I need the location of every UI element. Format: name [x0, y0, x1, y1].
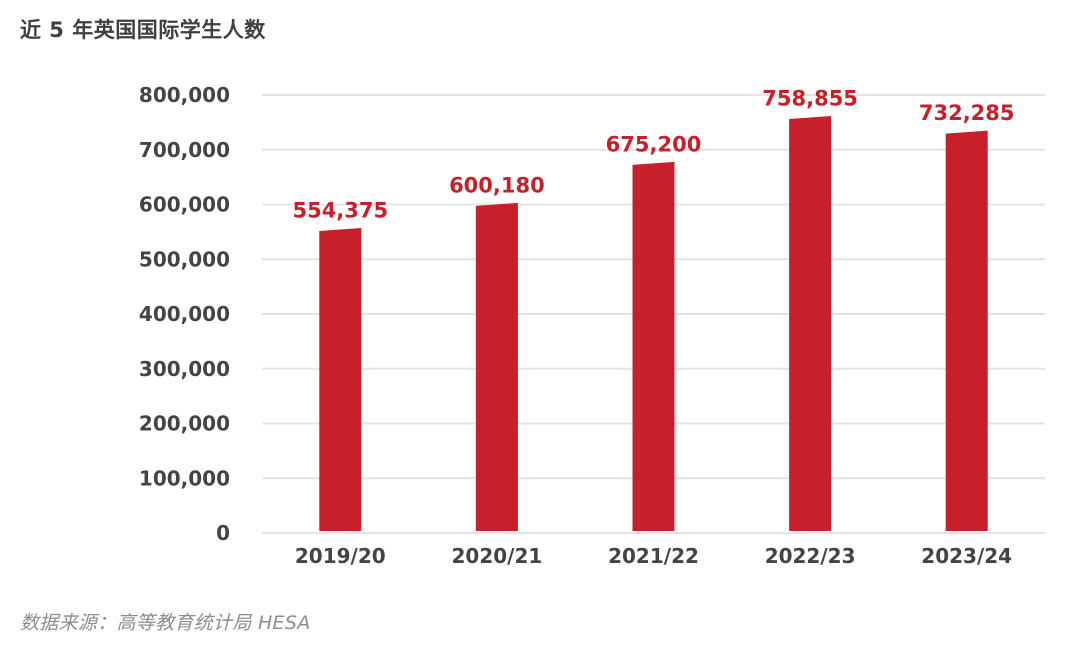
y-tick-label: 0	[216, 521, 230, 545]
data-labels: 554,375 600,180 675,200 758,855 732,285	[292, 87, 1014, 223]
y-tick-label: 500,000	[139, 247, 230, 271]
bar-2023-24	[945, 130, 988, 531]
bar-2020-21	[475, 202, 518, 532]
y-tick-label: 200,000	[139, 412, 230, 436]
y-tick-label: 400,000	[139, 302, 230, 326]
y-axis-tick-labels: 0 100,000 200,000 300,000 400,000 500,000 600,…	[139, 83, 230, 545]
x-axis-tick-labels: 2019/20 2020/21 2021/22 2022/23 2023/24	[295, 544, 1012, 568]
y-tick-label: 800,000	[139, 83, 230, 107]
x-tick-label: 2020/21	[451, 544, 542, 568]
x-tick-label: 2019/20	[295, 544, 386, 568]
bar-2022-23	[789, 116, 832, 531]
data-label: 600,180	[449, 173, 545, 197]
bar-2021-22	[632, 161, 675, 531]
source-note: 数据来源：高等教育统计局 HESA	[20, 612, 311, 634]
bar-2019-20	[319, 227, 362, 532]
data-label: 758,855	[762, 87, 858, 111]
y-tick-label: 600,000	[139, 193, 230, 217]
data-label: 554,375	[292, 198, 388, 222]
y-tick-label: 100,000	[139, 466, 230, 490]
y-tick-label: 700,000	[139, 138, 230, 162]
data-label: 732,285	[919, 101, 1015, 125]
bars	[319, 116, 988, 532]
x-tick-label: 2021/22	[608, 544, 699, 568]
data-label: 675,200	[606, 132, 702, 156]
y-tick-label: 300,000	[139, 357, 230, 381]
chart-title: 近 5 年英国国际学生人数	[20, 18, 266, 42]
x-tick-label: 2022/23	[765, 544, 856, 568]
x-tick-label: 2023/24	[921, 544, 1012, 568]
